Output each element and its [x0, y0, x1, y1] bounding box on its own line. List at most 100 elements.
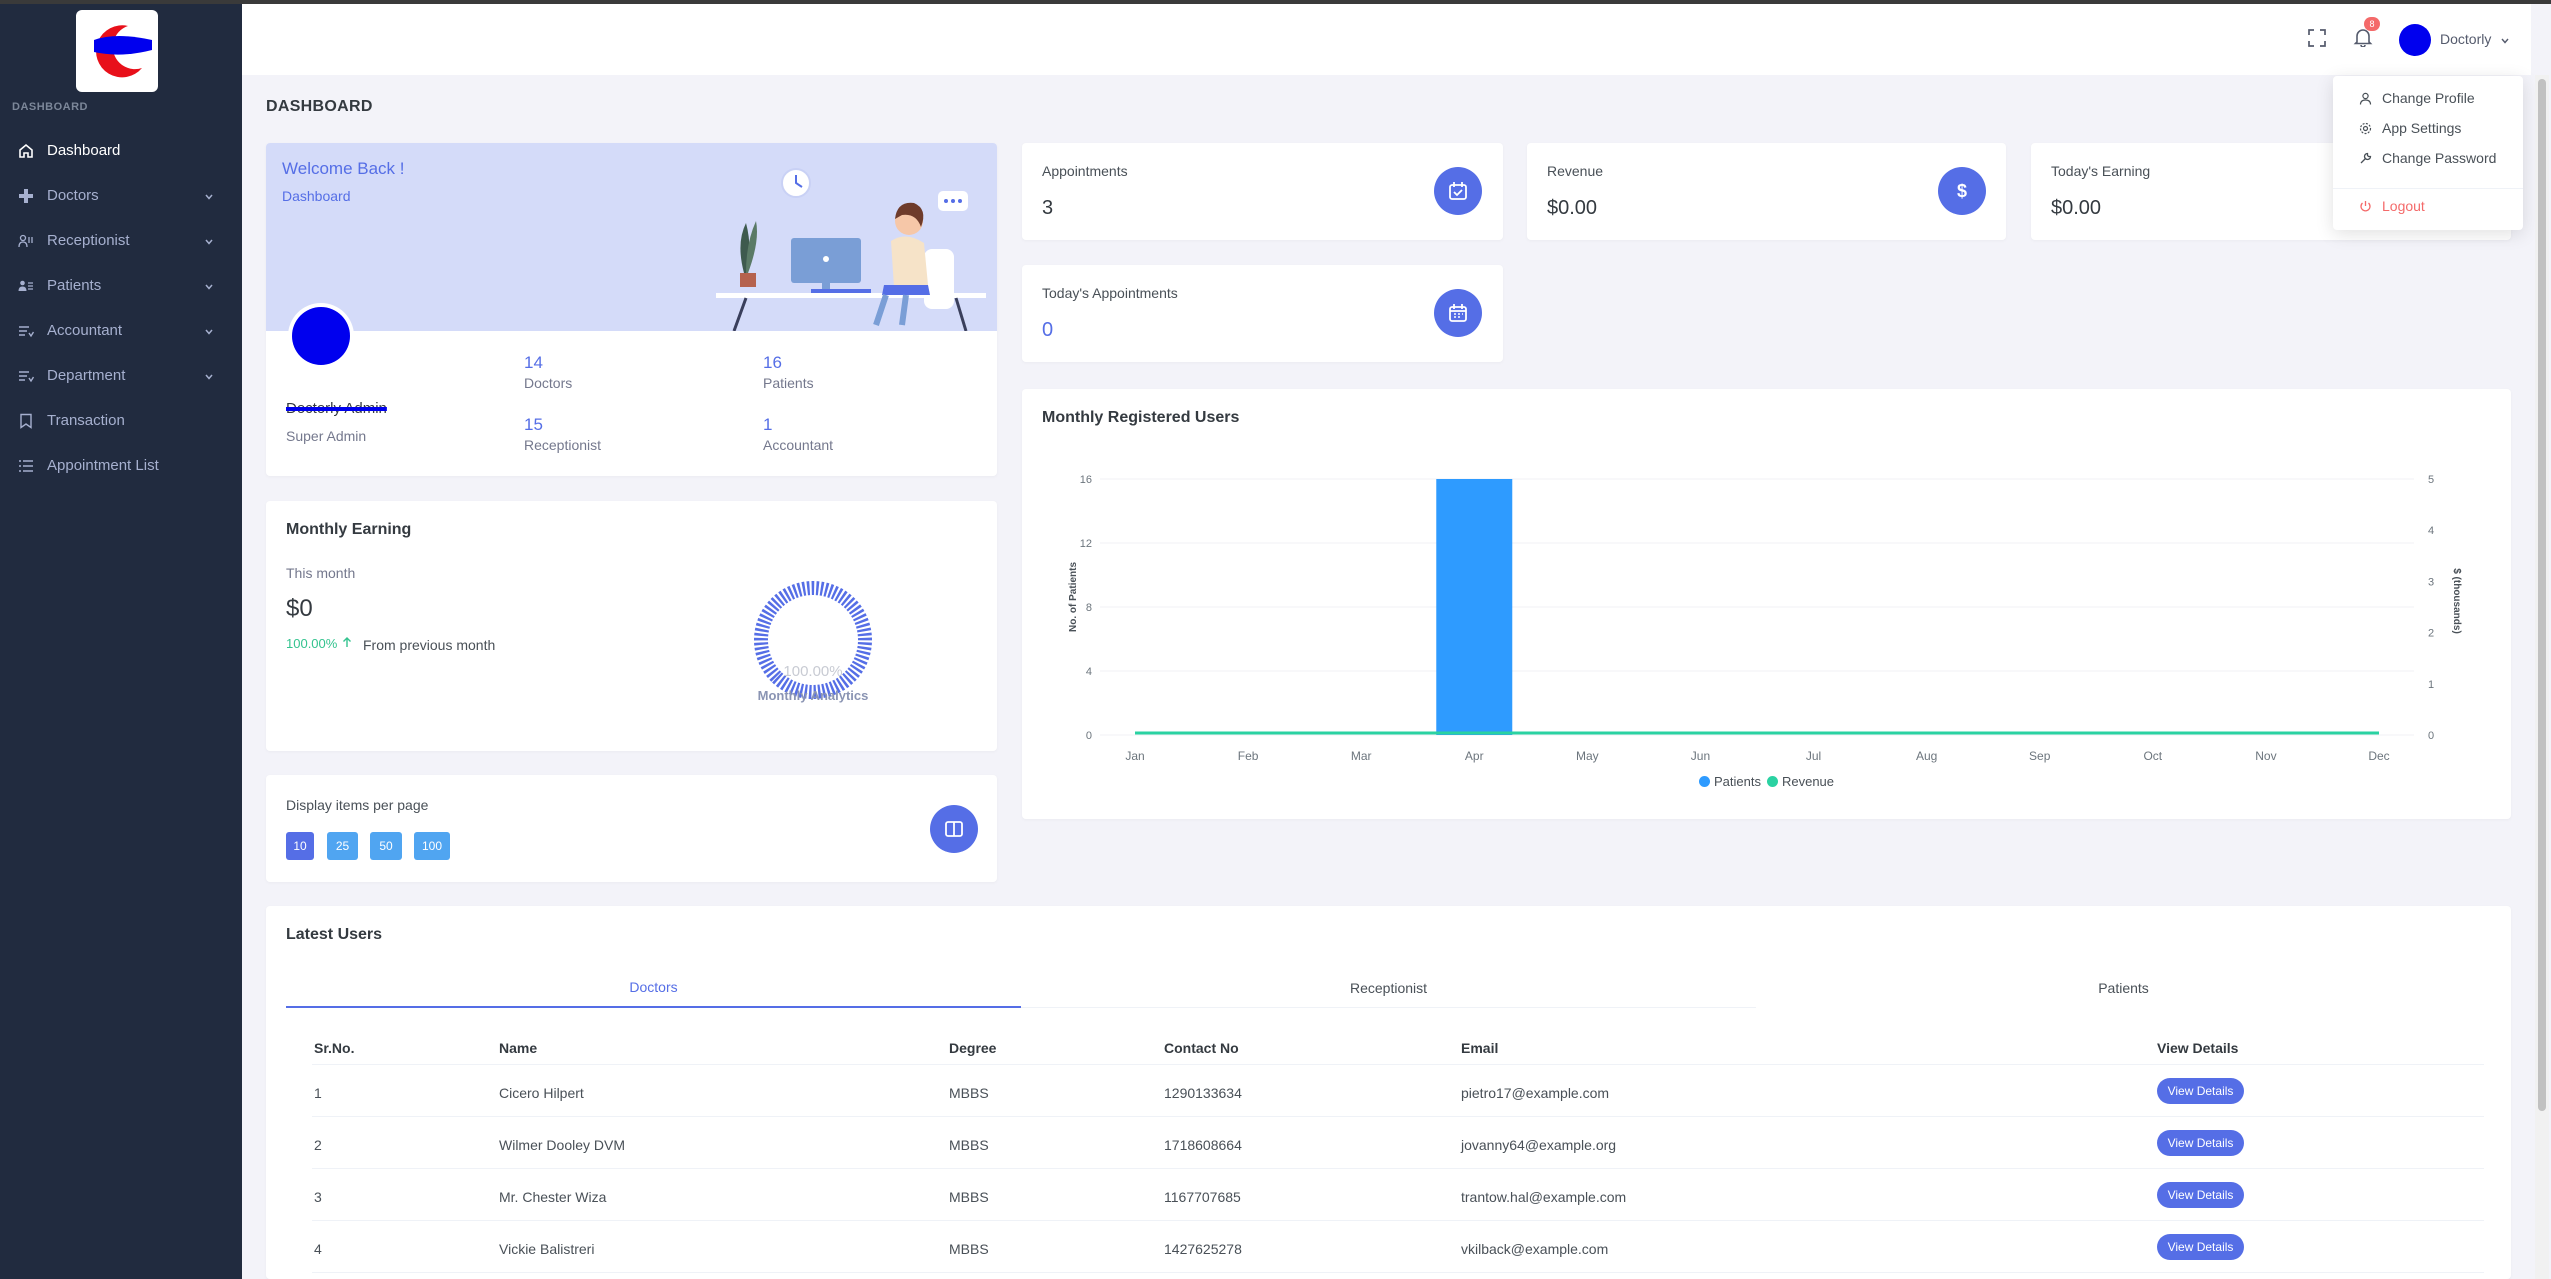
sidebar-item-appointment-list[interactable]: Appointment List — [0, 443, 242, 488]
sidebar: DASHBOARD Dashboard Doctors Receptionist — [0, 4, 242, 1279]
cell-name: Mr. Chester Wiza — [499, 1189, 607, 1205]
row-divider — [312, 1272, 2484, 1273]
cell-srno: 1 — [314, 1085, 322, 1101]
legend-marker — [1698, 776, 1710, 787]
per-page-card: Display items per page 10 25 50 100 — [266, 775, 997, 882]
profile-name: Doctorly Admin — [286, 400, 387, 417]
top-header — [242, 4, 2531, 75]
scrollbar-thumb[interactable] — [2538, 79, 2546, 1111]
cell-email: jovanny64@example.org — [1461, 1137, 1617, 1153]
x-tick-label: Oct — [2143, 749, 2162, 763]
doctors-label: Doctors — [524, 375, 573, 391]
calendar-check-icon — [1434, 167, 1482, 215]
x-tick-label: Aug — [1916, 749, 1937, 763]
welcome-title: Welcome Back ! — [282, 159, 405, 178]
header-divider — [312, 1064, 2484, 1065]
y2-tick-label: 5 — [2428, 474, 2434, 486]
avatar[interactable] — [2399, 24, 2431, 56]
user-desk-icon — [18, 233, 34, 249]
column-header-srno: Sr.No. — [314, 1040, 355, 1056]
legend-label: Patients — [1713, 774, 1761, 789]
menu-item-logout[interactable]: Logout — [2359, 198, 2425, 214]
chart-legend: Patients Revenue — [1022, 774, 2511, 789]
x-tick-label: May — [1576, 749, 1599, 763]
cell-degree: MBBS — [949, 1137, 989, 1153]
x-tick-label: Sep — [2029, 749, 2051, 763]
tab-patients[interactable]: Patients — [2098, 980, 2149, 996]
app-logo[interactable] — [76, 10, 158, 92]
accountant-count: 1 — [763, 415, 773, 434]
y-tick-label: 0 — [1086, 730, 1092, 742]
sidebar-item-accountant[interactable]: Accountant — [0, 308, 242, 353]
user-list-icon — [18, 278, 34, 294]
sidebar-item-label: Patients — [47, 277, 102, 294]
cell-email: trantow.hal@example.com — [1461, 1189, 1627, 1205]
y2-tick-label: 3 — [2428, 576, 2434, 588]
monthly-earning-card: Monthly Earning This month $0 100.00% Fr… — [266, 501, 997, 751]
per-page-10-button[interactable]: 10 — [286, 832, 314, 860]
list-icon — [18, 458, 34, 474]
view-details-button[interactable]: View Details — [2157, 1078, 2244, 1104]
sidebar-item-receptionist[interactable]: Receptionist — [0, 218, 242, 263]
legend-item-patients[interactable]: Patients — [1698, 774, 1761, 789]
chevron-down-icon — [204, 279, 214, 296]
monthly-earning-title: Monthly Earning — [286, 521, 412, 538]
list-icon — [18, 368, 34, 384]
cell-contact: 1290133634 — [1164, 1085, 1242, 1101]
per-page-50-button[interactable]: 50 — [370, 832, 402, 860]
chevron-down-icon — [204, 369, 214, 386]
sidebar-item-doctors[interactable]: Doctors — [0, 173, 242, 218]
sidebar-item-transaction[interactable]: Transaction — [0, 398, 242, 443]
cell-email: vkilback@example.com — [1461, 1241, 1609, 1257]
logo-icon — [94, 25, 152, 78]
earning-amount: $0 — [286, 595, 313, 622]
revenue-label: Revenue — [1547, 163, 1604, 179]
page-title: DASHBOARD — [266, 98, 373, 115]
receptionist-label: Receptionist — [524, 437, 602, 453]
legend-marker — [1766, 776, 1778, 787]
per-page-100-button[interactable]: 100 — [414, 832, 450, 860]
x-tick-label: Jun — [1691, 749, 1710, 763]
tab-receptionist[interactable]: Receptionist — [1349, 980, 1428, 996]
list-icon — [18, 323, 34, 339]
todays-appointments-value: 0 — [1042, 319, 1054, 341]
menu-item-change-password[interactable]: Change Password — [2359, 150, 2496, 166]
menu-item-label: Change Profile — [2382, 90, 2475, 106]
home-icon — [18, 143, 34, 159]
menu-item-change-profile[interactable]: Change Profile — [2359, 90, 2475, 106]
user-menu-toggle[interactable]: Doctorly — [2440, 31, 2492, 47]
receptionist-count: 15 — [524, 415, 543, 434]
view-details-button[interactable]: View Details — [2157, 1182, 2244, 1208]
sidebar-item-dashboard[interactable]: Dashboard — [0, 128, 242, 173]
legend-item-revenue[interactable]: Revenue — [1766, 774, 1834, 789]
book-open-icon[interactable] — [930, 805, 978, 853]
cell-degree: MBBS — [949, 1085, 989, 1101]
view-details-button[interactable]: View Details — [2157, 1234, 2244, 1260]
notification-bell-icon[interactable] — [2350, 24, 2376, 50]
page-scrollbar[interactable] — [2535, 75, 2549, 1279]
y2-tick-label: 2 — [2428, 628, 2434, 640]
todays-earning-value: $0.00 — [2051, 197, 2102, 219]
per-page-25-button[interactable]: 25 — [327, 832, 358, 860]
patients-label: Patients — [763, 375, 814, 391]
cell-name: Wilmer Dooley DVM — [499, 1137, 626, 1153]
earning-change: 100.00% — [286, 636, 352, 651]
notification-badge: 8 — [2364, 17, 2380, 31]
tab-doctors[interactable]: Doctors — [286, 968, 1021, 1008]
sidebar-item-label: Transaction — [47, 412, 125, 429]
sidebar-item-label: Accountant — [47, 322, 123, 339]
sidebar-item-label: Appointment List — [47, 457, 159, 474]
sidebar-item-department[interactable]: Department — [0, 353, 242, 398]
sidebar-item-patients[interactable]: Patients — [0, 263, 242, 308]
menu-item-app-settings[interactable]: App Settings — [2359, 120, 2461, 136]
welcome-banner: Welcome Back ! Dashboard — [266, 143, 997, 331]
cell-degree: MBBS — [949, 1241, 989, 1257]
x-tick-label: Feb — [1238, 749, 1259, 763]
view-details-button[interactable]: View Details — [2157, 1130, 2244, 1156]
y-tick-label: 4 — [1086, 666, 1092, 678]
gear-icon — [2359, 122, 2372, 134]
cell-degree: MBBS — [949, 1189, 989, 1205]
gauge-value: 100.00% — [783, 663, 843, 680]
fullscreen-icon[interactable] — [2305, 26, 2329, 50]
